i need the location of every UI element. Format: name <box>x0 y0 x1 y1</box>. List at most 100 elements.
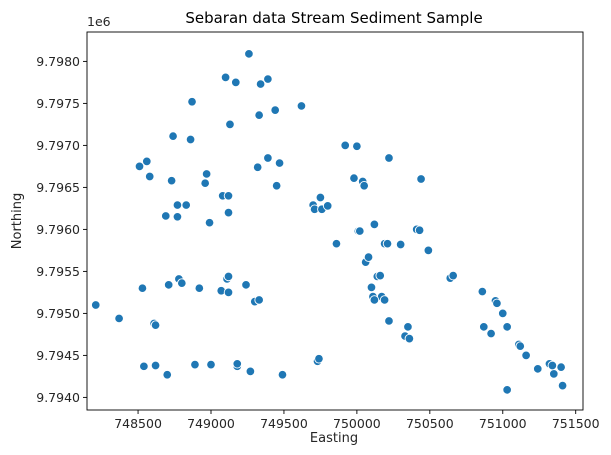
x-tick-label: 750000 <box>333 416 381 431</box>
data-point <box>349 173 359 183</box>
data-point <box>271 180 282 191</box>
data-point <box>225 119 235 130</box>
x-axis-ticks: 748500 749000 749500 750000 750500 751000 7515… <box>114 410 600 431</box>
data-point <box>200 178 210 188</box>
data-point <box>252 162 263 172</box>
data-point <box>557 380 568 391</box>
data-point <box>414 225 425 235</box>
data-point <box>315 192 326 203</box>
data-point <box>423 245 434 256</box>
data-point <box>181 200 191 210</box>
data-point <box>296 101 307 111</box>
data-point <box>223 287 234 298</box>
y-tick-label: 9.7945 <box>36 348 80 363</box>
data-point <box>366 282 377 293</box>
data-point <box>384 153 394 163</box>
data-point <box>502 385 512 395</box>
data-point <box>139 361 149 372</box>
y-tick-label: 9.7980 <box>36 54 80 69</box>
data-point <box>150 360 161 371</box>
data-point <box>352 141 362 151</box>
data-point <box>172 212 183 222</box>
x-tick-label: 749500 <box>260 416 308 431</box>
data-point <box>187 96 197 107</box>
data-point <box>477 286 488 297</box>
data-point <box>231 77 241 88</box>
data-point <box>479 322 489 332</box>
data-point <box>232 359 243 369</box>
data-point <box>177 278 187 288</box>
data-point <box>331 238 342 249</box>
data-point <box>201 169 212 179</box>
data-point <box>533 364 543 374</box>
data-point <box>166 175 177 186</box>
x-tick-label: 748500 <box>114 416 162 431</box>
data-point <box>502 322 512 332</box>
data-point <box>263 153 273 163</box>
data-point <box>375 270 385 281</box>
data-point <box>185 134 196 145</box>
data-point <box>359 180 369 191</box>
x-axis-title: Easting <box>310 431 358 446</box>
data-point <box>263 74 273 84</box>
x-tick-label: 751000 <box>479 416 527 431</box>
data-point <box>206 359 216 370</box>
plot-frame <box>86 31 584 411</box>
data-point <box>245 366 256 377</box>
data-point <box>274 158 285 168</box>
data-point <box>556 362 566 372</box>
y-tick-label: 9.7960 <box>36 222 80 237</box>
data-point <box>355 226 365 236</box>
data-point <box>223 191 234 201</box>
y-tick-label: 9.7940 <box>36 390 80 405</box>
x-tick-label: 750500 <box>406 416 454 431</box>
data-point <box>384 316 394 326</box>
data-point <box>416 174 426 184</box>
data-point <box>223 207 234 218</box>
y-offset-label: 1e6 <box>87 14 111 29</box>
data-point <box>194 283 205 293</box>
data-point <box>492 298 502 309</box>
data-point <box>382 238 393 249</box>
data-point <box>220 72 231 83</box>
data-point <box>244 49 254 59</box>
data-point <box>340 140 350 151</box>
data-point <box>515 341 526 351</box>
data-point <box>91 300 101 310</box>
data-point <box>498 308 508 319</box>
data-point <box>150 320 161 330</box>
data-point <box>379 295 390 305</box>
x-tick-label: 751500 <box>552 416 600 431</box>
data-point <box>254 295 264 305</box>
data-points <box>91 49 568 395</box>
data-point <box>241 280 251 290</box>
data-point <box>134 161 145 172</box>
data-point <box>369 295 380 305</box>
data-point <box>314 354 324 364</box>
data-point <box>172 200 183 210</box>
y-tick-label: 9.7950 <box>36 306 80 321</box>
data-point <box>549 369 559 379</box>
data-point <box>254 110 264 120</box>
data-point <box>161 211 171 221</box>
data-point <box>142 156 152 167</box>
data-point <box>363 252 374 262</box>
y-tick-label: 9.7975 <box>36 96 80 111</box>
data-point <box>547 360 558 371</box>
data-point <box>369 219 380 230</box>
data-point <box>448 270 458 281</box>
data-point <box>403 322 413 332</box>
data-point <box>270 105 280 115</box>
data-point <box>255 79 266 89</box>
data-point <box>168 131 178 141</box>
y-tick-label: 9.7970 <box>36 138 80 153</box>
y-tick-label: 9.7955 <box>36 264 80 279</box>
y-tick-label: 9.7965 <box>36 180 80 195</box>
data-point <box>162 369 172 380</box>
y-axis-title: Northing <box>10 193 25 249</box>
y-axis-ticks: 9.7940 9.7945 9.7950 9.7955 9.7960 9.7965 9.79… <box>36 54 87 405</box>
data-point <box>322 201 333 211</box>
data-point <box>114 313 124 324</box>
data-point <box>190 359 200 370</box>
